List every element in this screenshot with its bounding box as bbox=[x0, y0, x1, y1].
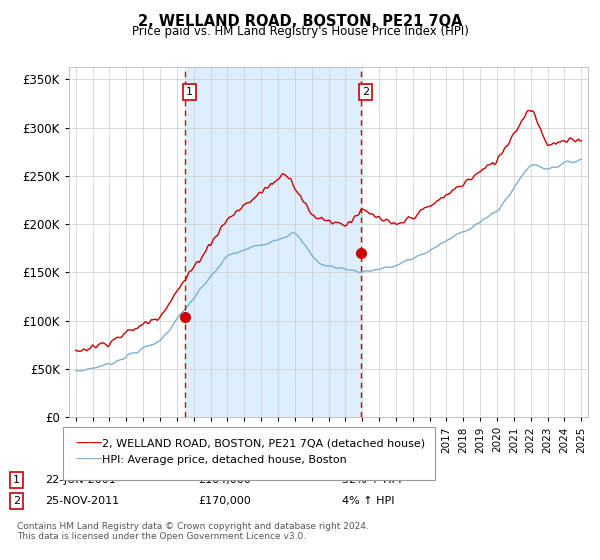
Text: 2, WELLAND ROAD, BOSTON, PE21 7QA: 2, WELLAND ROAD, BOSTON, PE21 7QA bbox=[138, 14, 462, 29]
Text: 22-JUN-2001: 22-JUN-2001 bbox=[45, 475, 116, 485]
Text: £104,000: £104,000 bbox=[198, 475, 251, 485]
Text: 25-NOV-2011: 25-NOV-2011 bbox=[45, 496, 119, 506]
Text: 32% ↑ HPI: 32% ↑ HPI bbox=[342, 475, 401, 485]
Text: 2: 2 bbox=[362, 87, 369, 97]
Text: HPI: Average price, detached house, Boston: HPI: Average price, detached house, Bost… bbox=[102, 455, 347, 465]
Text: This data is licensed under the Open Government Licence v3.0.: This data is licensed under the Open Gov… bbox=[17, 532, 306, 541]
Text: 1: 1 bbox=[187, 87, 193, 97]
Text: 2, WELLAND ROAD, BOSTON, PE21 7QA (detached house): 2, WELLAND ROAD, BOSTON, PE21 7QA (detac… bbox=[102, 438, 425, 449]
Text: £170,000: £170,000 bbox=[198, 496, 251, 506]
Text: Price paid vs. HM Land Registry's House Price Index (HPI): Price paid vs. HM Land Registry's House … bbox=[131, 25, 469, 38]
Text: Contains HM Land Registry data © Crown copyright and database right 2024.: Contains HM Land Registry data © Crown c… bbox=[17, 522, 368, 531]
Text: ——: —— bbox=[75, 454, 103, 467]
Text: 1: 1 bbox=[13, 475, 20, 485]
Bar bbox=[185, 67, 361, 417]
Text: 4% ↑ HPI: 4% ↑ HPI bbox=[342, 496, 395, 506]
Text: ——: —— bbox=[75, 437, 103, 450]
Text: 2: 2 bbox=[13, 496, 20, 506]
